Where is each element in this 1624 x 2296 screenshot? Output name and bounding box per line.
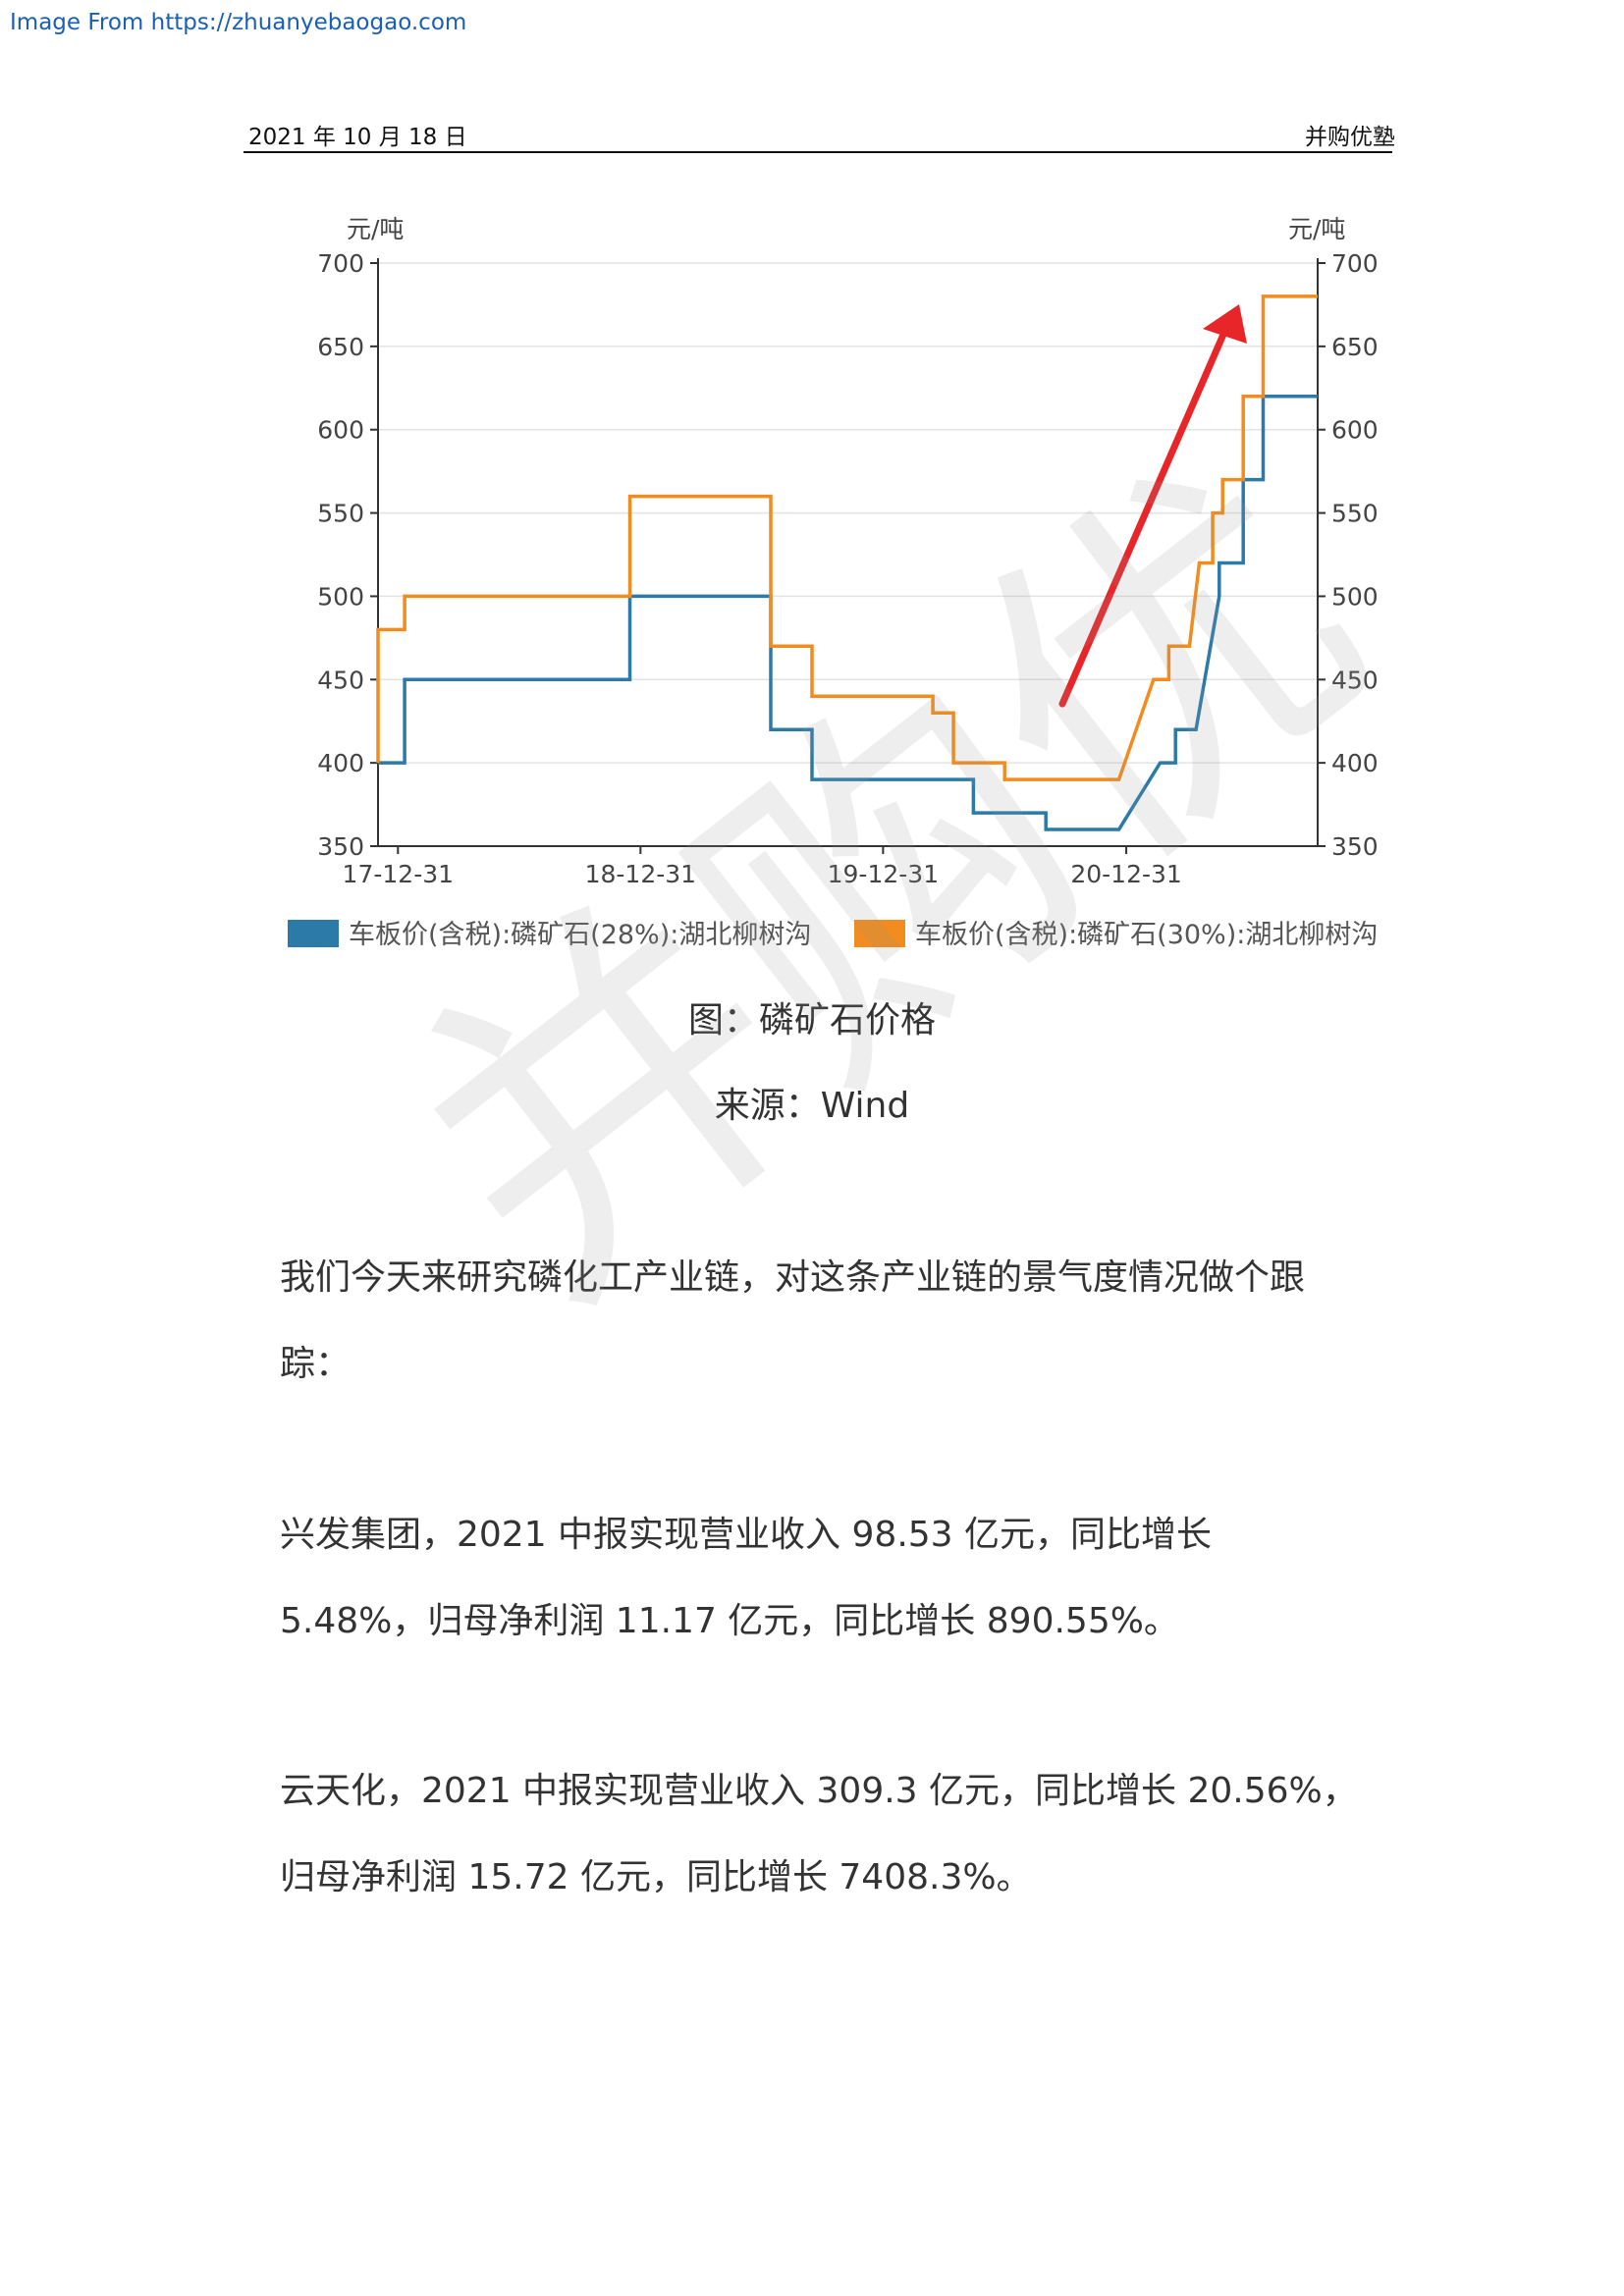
xingfa-paragraph: 兴发集团，2021 中报实现营业收入 98.53 亿元，同比增长 5.48%，归… xyxy=(280,1515,1213,1641)
phosphate-rock-price-chart: 350 350 400 400 450 450 500 500 550 550 600 600 650 6… xyxy=(288,215,1379,950)
header-divider xyxy=(244,151,1392,153)
y-tick-label-left: 500 xyxy=(317,582,364,611)
x-tick-label: 18-12-31 xyxy=(585,860,696,888)
y-tick-label-right: 650 xyxy=(1331,333,1379,361)
intro-paragraph: 我们今天来研究磷化工产业链，对这条产业链的景气度情况做个跟踪： xyxy=(280,1257,1306,1384)
y-tick-label-right: 600 xyxy=(1331,416,1379,445)
y-tick-label-left: 400 xyxy=(317,749,364,777)
y-tick-label-right: 550 xyxy=(1331,500,1379,528)
y-tick-label-right: 500 xyxy=(1331,582,1379,611)
y-tick-label-right: 350 xyxy=(1331,832,1379,861)
chart-legend: 车板价(含税):磷矿石(28%):湖北柳树沟 车板价(含税):磷矿石(30%):湖… xyxy=(288,920,1378,950)
legend-label-2: 车板价(含税):磷矿石(30%):湖北柳树沟 xyxy=(915,920,1378,950)
trend-arrow xyxy=(1058,304,1247,708)
series-line-1 xyxy=(378,395,1318,831)
legend-swatch-2 xyxy=(854,920,905,947)
chart-axes: 350 350 400 400 450 450 500 500 550 550 600 600 650 6… xyxy=(317,215,1378,888)
y-tick-label-left: 600 xyxy=(317,416,364,445)
y-unit-right: 元/吨 xyxy=(1288,215,1345,243)
legend-label-1: 车板价(含税):磷矿石(28%):湖北柳树沟 xyxy=(349,920,811,950)
y-tick-label-right: 400 xyxy=(1331,749,1379,777)
source-link[interactable]: Image From https://zhuanyebaogao.com xyxy=(10,10,467,35)
y-tick-label-left: 550 xyxy=(317,500,364,528)
figure-source: 来源：Wind xyxy=(714,1086,910,1126)
arrow-head xyxy=(1203,304,1247,344)
header-brand: 并购优塾 xyxy=(1305,125,1395,150)
x-tick-label: 17-12-31 xyxy=(343,860,454,888)
chart-series xyxy=(376,294,1318,831)
y-tick-label-left: 700 xyxy=(317,249,364,278)
x-tick-label: 19-12-31 xyxy=(828,860,939,888)
legend-swatch-1 xyxy=(288,920,339,947)
y-unit-left: 元/吨 xyxy=(347,215,404,243)
y-tick-label-left: 350 xyxy=(317,832,364,861)
yuntianhua-paragraph: 云天化，2021 中报实现营业收入 309.3 亿元，同比增长 20.56%，归… xyxy=(280,1771,1358,1897)
y-tick-label-right: 700 xyxy=(1331,249,1379,278)
y-tick-label-right: 450 xyxy=(1331,666,1379,694)
figure-caption: 图：磷矿石价格 xyxy=(687,1000,936,1041)
arrow-shaft xyxy=(1058,326,1229,708)
y-tick-label-left: 450 xyxy=(317,666,364,694)
y-tick-label-left: 650 xyxy=(317,333,364,361)
series-line-2 xyxy=(376,294,1318,781)
header-date: 2021 年 10 月 18 日 xyxy=(248,125,467,150)
x-tick-label: 20-12-31 xyxy=(1070,860,1181,888)
